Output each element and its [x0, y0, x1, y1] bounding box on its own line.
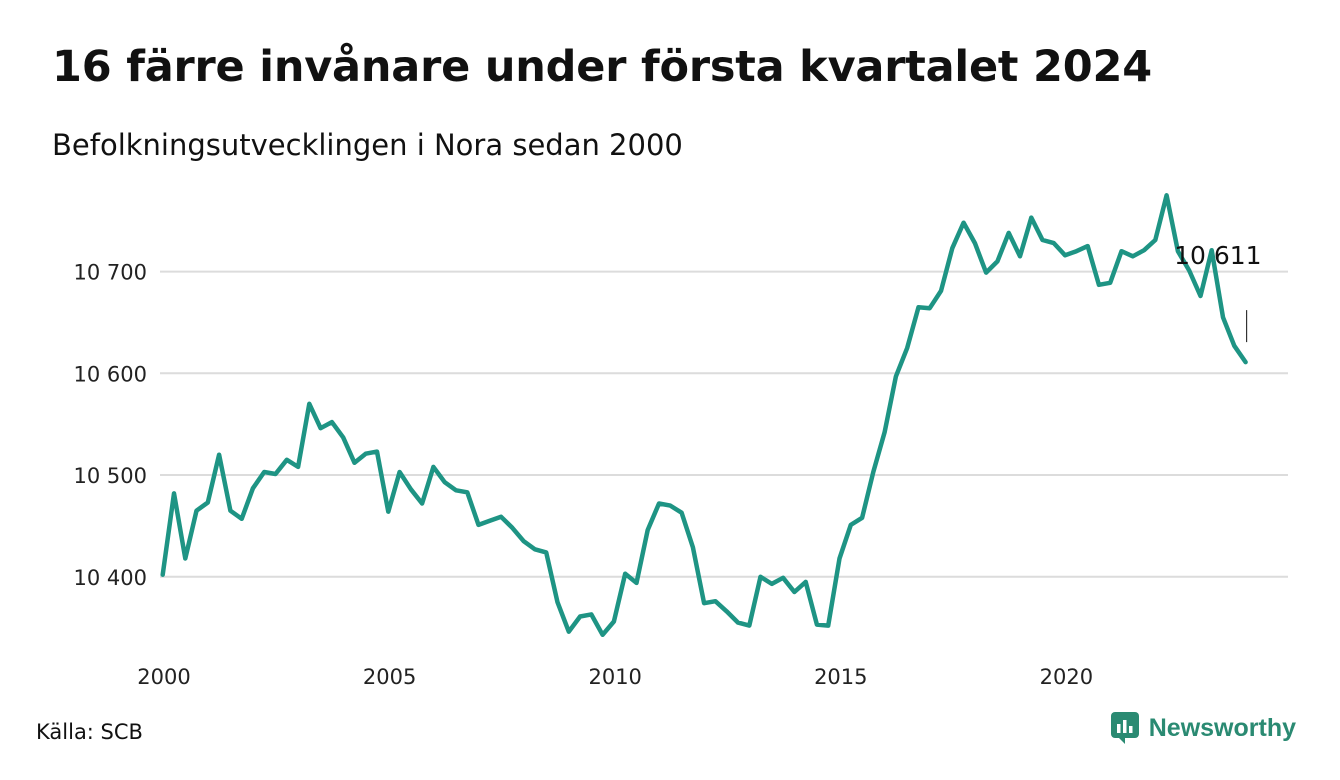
x-tick-label: 2010: [588, 665, 641, 689]
chart-title: 16 färre invånare under första kvartalet…: [52, 42, 1152, 92]
chart-subtitle: Befolkningsutvecklingen i Nora sedan 200…: [52, 128, 683, 162]
grid-lines: [160, 270, 1288, 578]
annotation-layer: 10 611: [1174, 241, 1262, 343]
x-tick-label: 2005: [363, 665, 416, 689]
brand-logo[interactable]: Newsworthy: [1110, 712, 1296, 744]
newsworthy-logo-icon: [1110, 712, 1139, 744]
x-axis-tick-labels: 2000 2005 2010 2015 2020: [137, 665, 1093, 689]
y-tick-label: 10 500: [74, 464, 147, 488]
y-tick-label: 10 600: [74, 362, 147, 386]
x-tick-label: 2015: [814, 665, 867, 689]
y-tick-label: 10 400: [74, 566, 147, 590]
population-line: [160, 193, 1248, 638]
y-tick-label: 10 700: [74, 261, 147, 285]
x-tick-label: 2020: [1040, 665, 1093, 689]
brand-name: Newsworthy: [1148, 713, 1296, 742]
x-tick-label: 2000: [137, 665, 190, 689]
y-axis-tick-labels: 10 400 10 500 10 600 10 700: [74, 261, 147, 590]
last-value-label: 10 611: [1174, 241, 1261, 270]
source-note: Källa: SCB: [36, 720, 143, 744]
series-layer: [160, 193, 1248, 638]
